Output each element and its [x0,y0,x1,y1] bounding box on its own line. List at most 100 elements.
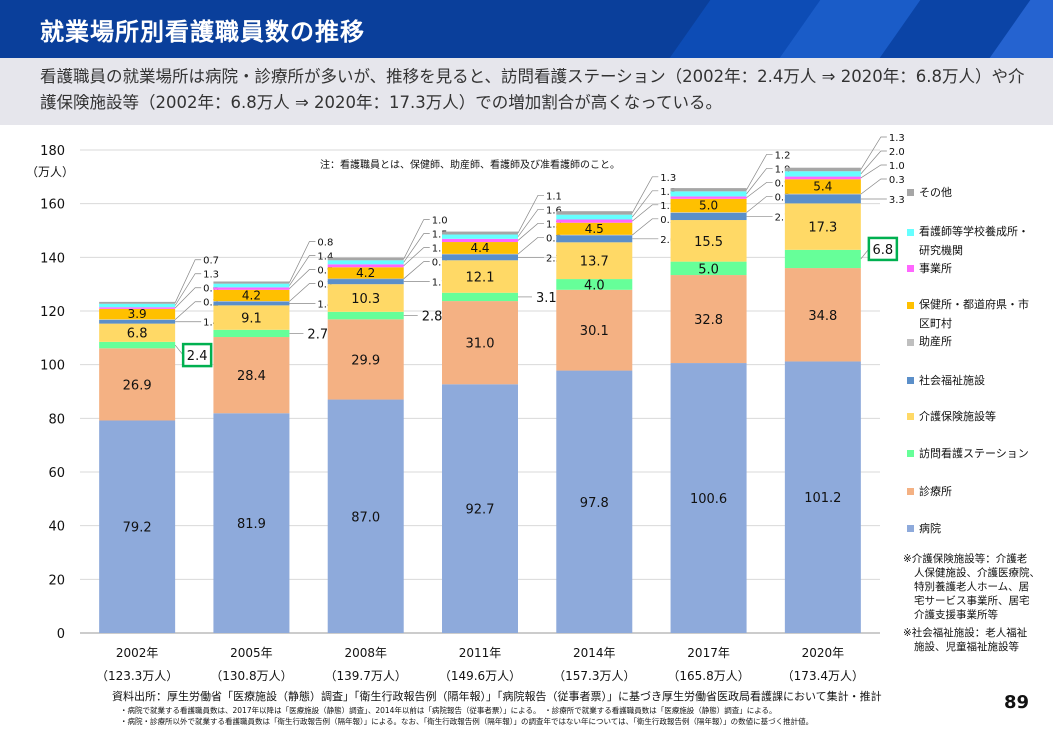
data-label: 1.2 [775,150,791,161]
legend-swatch-shinryo [907,488,914,495]
leader-line [632,190,659,218]
bar-segment [556,219,633,223]
data-label: 92.7 [466,503,495,518]
note-kaigo-line: 宅サービス事業所、居宅 [914,595,1030,607]
data-label: 1.9 [775,164,791,175]
data-label: 2.7 [775,212,791,223]
bar-segment [442,301,518,385]
legend-label-gakko-2: 研究機関 [919,244,963,257]
legend-swatch-josan [907,339,914,346]
leader-line [403,219,430,260]
summary-line-2: 護保険施設等（2002年：6.8万人 ⇒ 2020年：17.3万人）での増加割合… [40,93,722,112]
bar-segment [670,198,747,213]
legend-swatch-kaigo [907,413,914,420]
y-tick-label: 80 [48,412,65,427]
data-label: 81.9 [237,517,266,532]
data-label: 12.1 [466,271,495,286]
bar-segment [327,311,404,320]
bar-segment [784,361,861,633]
y-tick-label: 0 [57,627,65,642]
data-label: 0.6 [203,284,219,295]
bar-segment [556,234,633,236]
data-label: 17.3 [808,221,837,236]
data-label: 97.8 [580,496,609,511]
x-tick-label: 2005年 [230,646,273,660]
bar-segment [670,261,747,276]
data-label: 3.3 [889,195,905,206]
data-label: 2.8 [422,310,443,325]
footnote-1: ・病院で就業する看護職員数は、2017年以降は「医療施設（静態）調査」、2014… [120,706,777,715]
leader-line [174,344,184,356]
data-label: 32.8 [694,313,723,328]
bar-segment [99,307,176,309]
note-fukushi-line: ※社会福祉施設：老人福祉 [903,627,1028,639]
data-label: 0.8 [317,237,333,248]
x-total-label: （130.8万人） [210,669,292,683]
y-tick-label: 120 [40,305,65,320]
data-label: 4.2 [242,288,261,302]
data-label: 1.2 [660,201,676,212]
leader-line [403,247,430,267]
leader-line [860,136,887,170]
y-tick-label: 100 [40,359,65,374]
leader-line [403,261,430,280]
bar-segment [784,268,861,362]
data-label: 0.7 [203,256,219,267]
leader-line [860,178,887,195]
y-tick-label: 60 [48,466,65,481]
legend-label-fukushi: 社会福祉施設 [919,374,985,387]
bar-segment [670,363,747,633]
data-label: 4.2 [356,266,375,280]
data-label: 10.3 [351,292,380,307]
summary-line-1: 看護職員の就業場所は病院・診療所が多いが、推移を見ると、訪問看護ステーション（2… [40,67,1025,86]
leader-line [517,236,544,255]
bar-segment [784,171,861,177]
data-label: 9.1 [241,312,262,327]
data-label: 2.4 [187,349,208,364]
note-fukushi: ※社会福祉施設：老人福祉 施設、児童福祉施設等 [903,626,1027,654]
legend-label-hokenjo-1: 保健所・都道府県・市 [919,298,1029,311]
data-label: 6.8 [127,327,148,342]
data-label: 1.0 [889,161,905,172]
leader-line [403,233,430,263]
data-label: 0.2 [203,298,219,309]
leader-line [289,283,316,302]
bar-segment [327,257,404,261]
data-label: 1.3 [203,270,219,281]
leader-line [746,154,773,190]
data-label: 1.4 [317,251,333,262]
leader-line [517,194,544,234]
data-label: 1.6 [546,205,562,216]
bar-segment [670,212,747,213]
leader-line [632,218,659,236]
bar-segment [99,319,176,320]
legend-label-hokenjo-2: 区町村 [919,317,952,330]
data-label: 5.0 [699,199,718,213]
bar-segment [670,196,747,199]
bar-segment [556,214,633,220]
data-label: 1.1 [432,244,448,255]
legend-label-jigyosho: 事業所 [919,262,952,275]
leader-line [631,176,659,214]
bar-segment [213,287,290,290]
note-kaigo-line: 特別養護老人ホーム、居 [914,581,1030,593]
bar-segment [99,348,176,421]
chart-note: 注：看護職員とは、保健師、助産師、看護師及び准看護師のこと。 [320,158,620,171]
x-tick-label: 2008年 [344,646,387,660]
data-label: 34.8 [808,309,837,324]
bar-segment [670,275,747,364]
data-label: 79.2 [123,521,152,536]
y-tick-label: 40 [48,520,65,535]
data-label: 0.2 [432,258,448,269]
bar-segment [670,212,747,221]
bar-segment [213,329,290,338]
x-tick-label: 2002年 [116,646,159,660]
title-bar: 就業場所別看護職員数の推移 [0,0,1053,58]
page-title: 就業場所別看護職員数の推移 [40,18,365,46]
data-label: 2.0 [889,147,905,158]
stacked-bar-chart: 0 20 40 60 80 100 120 140 160 180 （万人） 注：看護職員とは、保健師… [26,133,905,683]
data-label: 5.0 [698,262,719,277]
x-total-label: （123.3万人） [96,669,178,683]
bar-segment [556,289,633,371]
bar-segment [442,384,518,633]
